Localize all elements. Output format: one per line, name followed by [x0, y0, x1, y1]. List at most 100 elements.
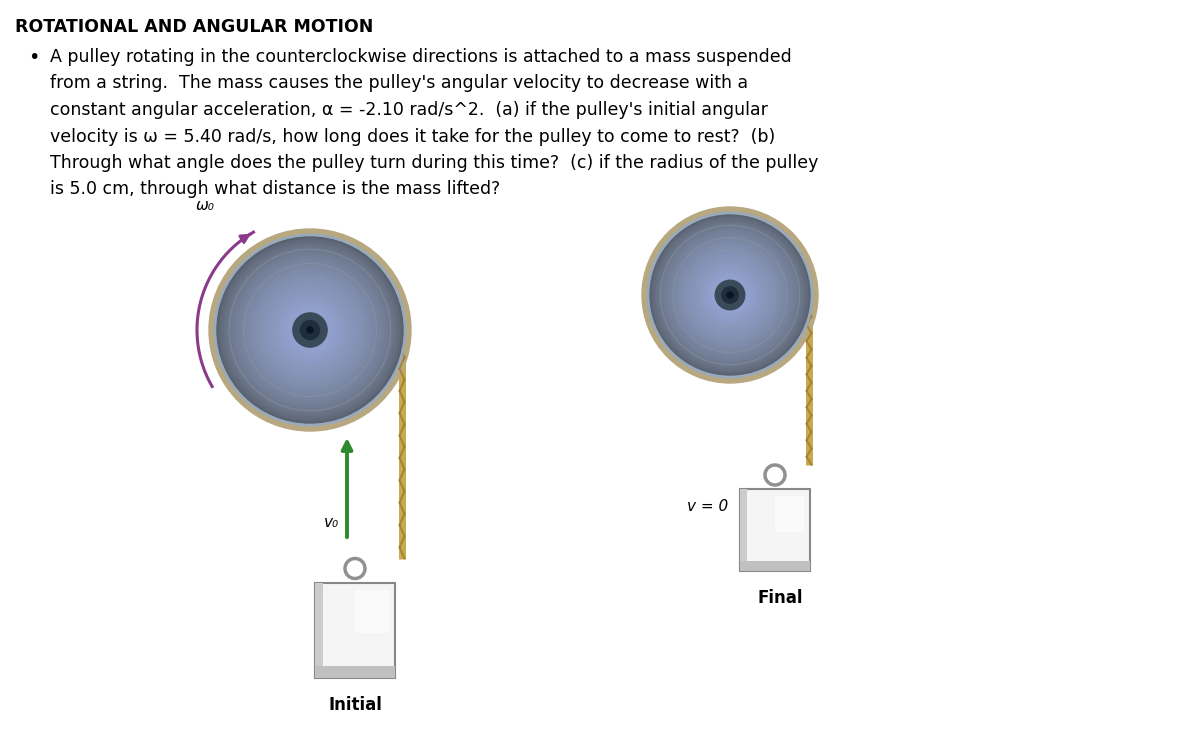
FancyBboxPatch shape: [740, 489, 746, 571]
Circle shape: [659, 223, 802, 367]
Circle shape: [680, 246, 779, 344]
Circle shape: [307, 327, 313, 333]
Text: Initial: Initial: [328, 696, 382, 714]
Circle shape: [284, 304, 336, 356]
Circle shape: [287, 306, 334, 353]
Circle shape: [305, 326, 314, 335]
Circle shape: [662, 227, 798, 362]
Circle shape: [234, 254, 386, 406]
FancyBboxPatch shape: [740, 561, 810, 571]
Text: velocity is ω = 5.40 rad/s, how long does it take for the pulley to come to rest: velocity is ω = 5.40 rad/s, how long doe…: [50, 128, 775, 145]
Circle shape: [253, 273, 367, 387]
Circle shape: [272, 292, 348, 368]
Circle shape: [258, 277, 362, 382]
Circle shape: [277, 297, 343, 363]
Circle shape: [293, 313, 328, 347]
Circle shape: [280, 299, 341, 361]
Circle shape: [686, 252, 773, 338]
Circle shape: [679, 244, 781, 346]
Circle shape: [671, 235, 790, 354]
Circle shape: [648, 213, 812, 377]
Circle shape: [660, 226, 799, 365]
Text: constant angular acceleration, α = -2.10 rad/s^2.  (a) if the pulley's initial a: constant angular acceleration, α = -2.10…: [50, 101, 768, 119]
Circle shape: [275, 294, 346, 365]
Circle shape: [217, 238, 403, 423]
Circle shape: [292, 311, 329, 349]
Circle shape: [656, 221, 804, 368]
Circle shape: [677, 241, 784, 348]
Circle shape: [248, 268, 372, 392]
Circle shape: [300, 320, 319, 339]
Circle shape: [706, 271, 755, 320]
Circle shape: [227, 247, 394, 413]
Circle shape: [289, 308, 331, 351]
Circle shape: [650, 215, 810, 375]
Circle shape: [244, 263, 377, 396]
Circle shape: [260, 280, 360, 380]
Text: Final: Final: [757, 589, 803, 607]
Text: Through what angle does the pulley turn during this time?  (c) if the radius of : Through what angle does the pulley turn …: [50, 154, 818, 172]
Circle shape: [726, 291, 734, 299]
Circle shape: [728, 293, 732, 297]
Circle shape: [708, 272, 752, 317]
Circle shape: [215, 235, 406, 425]
Circle shape: [256, 275, 365, 384]
FancyBboxPatch shape: [314, 583, 395, 678]
Circle shape: [722, 287, 738, 303]
Circle shape: [222, 242, 398, 418]
Circle shape: [220, 240, 401, 420]
Text: v = 0: v = 0: [686, 499, 728, 514]
Circle shape: [295, 316, 324, 344]
Circle shape: [715, 280, 745, 310]
FancyBboxPatch shape: [740, 489, 810, 571]
Text: ω₀: ω₀: [196, 198, 215, 213]
Circle shape: [293, 314, 326, 347]
Circle shape: [282, 302, 338, 359]
FancyBboxPatch shape: [314, 666, 395, 678]
Circle shape: [718, 283, 743, 308]
Circle shape: [307, 328, 312, 332]
Circle shape: [709, 274, 750, 316]
Circle shape: [270, 290, 350, 371]
FancyBboxPatch shape: [775, 496, 804, 532]
Circle shape: [712, 277, 749, 314]
Text: ROTATIONAL AND ANGULAR MOTION: ROTATIONAL AND ANGULAR MOTION: [14, 18, 373, 36]
Circle shape: [239, 259, 382, 402]
FancyBboxPatch shape: [314, 583, 323, 678]
Circle shape: [209, 229, 410, 431]
Circle shape: [701, 266, 758, 323]
Circle shape: [722, 287, 738, 303]
Text: is 5.0 cm, through what distance is the mass lifted?: is 5.0 cm, through what distance is the …: [50, 180, 500, 199]
Circle shape: [668, 234, 792, 356]
Text: from a string.  The mass causes the pulley's angular velocity to decrease with a: from a string. The mass causes the pulle…: [50, 74, 748, 92]
Circle shape: [241, 261, 379, 399]
Circle shape: [236, 256, 384, 404]
Text: •: •: [28, 48, 40, 67]
Circle shape: [685, 250, 775, 340]
Circle shape: [694, 258, 767, 332]
Text: v₀: v₀: [324, 515, 340, 530]
Circle shape: [224, 244, 396, 416]
Circle shape: [720, 285, 740, 305]
Circle shape: [673, 238, 787, 353]
Circle shape: [715, 280, 744, 309]
Circle shape: [674, 240, 785, 350]
Circle shape: [298, 318, 322, 342]
Circle shape: [666, 232, 793, 359]
Circle shape: [229, 249, 391, 411]
Circle shape: [268, 287, 353, 373]
Circle shape: [302, 323, 317, 337]
Circle shape: [263, 283, 358, 378]
Circle shape: [642, 207, 818, 383]
Circle shape: [697, 262, 763, 328]
Circle shape: [691, 256, 769, 334]
Circle shape: [232, 252, 389, 408]
Circle shape: [714, 278, 746, 311]
Circle shape: [703, 268, 757, 322]
Text: A pulley rotating in the counterclockwise directions is attached to a mass suspe: A pulley rotating in the counterclockwis…: [50, 48, 792, 66]
Circle shape: [724, 289, 736, 301]
Circle shape: [652, 217, 808, 373]
Circle shape: [700, 264, 761, 326]
Circle shape: [265, 285, 355, 375]
Circle shape: [300, 320, 319, 339]
